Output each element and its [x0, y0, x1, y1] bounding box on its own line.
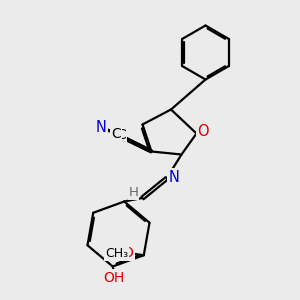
Text: C: C [116, 128, 126, 142]
Text: N: N [96, 119, 107, 134]
Text: O: O [123, 246, 134, 260]
Text: N: N [169, 169, 179, 184]
Text: CH₃: CH₃ [105, 247, 128, 260]
Text: N: N [96, 120, 107, 135]
Text: O: O [197, 124, 209, 140]
Text: H: H [129, 185, 138, 199]
Text: C: C [112, 128, 121, 141]
Text: OH: OH [103, 271, 125, 285]
